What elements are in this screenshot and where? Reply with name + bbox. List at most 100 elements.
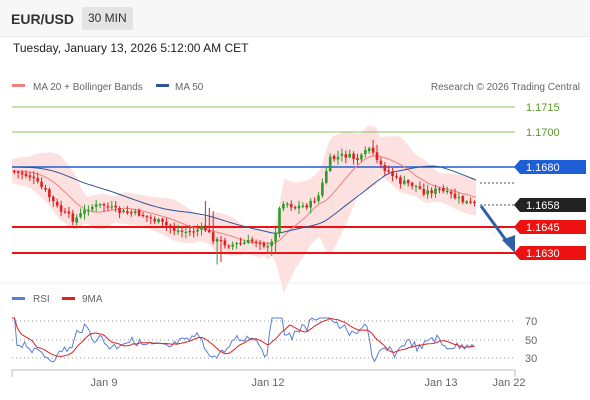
candle-body [317,195,320,201]
level-label-1700: 1.1700 [526,127,560,139]
candle-body [360,154,363,160]
rsi-legend-swatch [12,297,25,300]
candle-body [301,205,305,207]
candle-body [289,204,293,208]
candle-body [282,203,285,209]
candle-body [71,213,75,222]
candle-body [239,243,242,245]
candle-body [36,178,39,182]
candle-body [219,239,223,242]
candle-body [83,209,86,214]
candle-body [98,204,102,206]
candle-body [414,185,418,187]
candle-body [457,197,461,199]
candle-body [149,217,153,219]
candle-body [243,242,246,244]
candle-body [321,182,324,196]
ma50-legend-swatch [156,84,169,87]
candle-body [40,181,43,187]
candle-body [126,211,129,213]
rsi-tick-30: 30 [525,353,537,365]
candle-body [442,188,445,192]
candle-body [106,206,110,208]
candle-body [313,201,316,203]
candle-body [67,211,71,214]
timeframe-selector[interactable]: 30 MIN [82,7,133,30]
candle-body [352,153,355,159]
ma20-legend-swatch [12,84,25,87]
candle-body [157,219,160,223]
candle-body [379,160,383,165]
candle-body [309,200,312,208]
last-price-tag [514,198,586,212]
candle-body [274,232,277,242]
candle-body [438,188,441,190]
candle-body [247,240,250,243]
candle-body [87,210,90,212]
candle-body [426,190,429,195]
candle-body [364,150,367,154]
candle-body [418,186,422,189]
candle-body [28,175,32,178]
rsi-line [12,317,475,363]
candle-body [130,212,133,214]
candle-body [328,156,332,171]
candle-body [63,211,67,213]
candle-body [336,156,340,160]
candle-body [59,205,63,212]
candle-body [48,189,51,198]
candle-body [445,190,449,193]
candle-body [235,243,238,245]
candle-body [110,206,114,208]
candle-body [176,230,180,232]
last-price-text: 1.1658 [526,200,560,212]
candle-body [227,245,231,248]
candle-body [391,171,394,176]
candle-body [266,246,270,248]
rsi-tick-50: 50 [525,335,537,347]
candle-body [200,226,203,230]
candle-body [325,171,328,183]
candle-body [184,231,188,233]
bollinger-band [12,125,476,293]
x-label-jan9: Jan 9 [91,377,118,389]
candle-body [192,231,195,233]
candle-body [395,176,398,178]
candle-body [356,158,359,160]
x-label-jan22: Jan 22 [492,377,525,389]
candle-body [215,239,219,242]
candlesticks [13,139,476,265]
candle-body [469,201,472,203]
rsi-tick-70: 70 [525,316,537,328]
candle-body [434,188,437,194]
candle-body [344,154,348,158]
chart-header: EUR/USD 30 MIN [0,0,590,37]
candle-body [137,210,141,216]
x-label-jan13: Jan 13 [424,377,457,389]
candle-body [332,155,336,160]
candle-body [94,204,98,207]
candle-body [32,176,36,179]
candle-body [75,217,78,223]
candle-body [24,173,28,176]
candle-body [473,201,476,203]
rsi-ma9-line [12,317,475,357]
candle-body [114,205,117,208]
candle-body [286,203,289,205]
candle-body [406,180,410,184]
candle-body [79,213,82,217]
candle-body [145,216,149,218]
candle-body [375,152,379,161]
candle-body [55,201,59,206]
candle-body [204,225,207,231]
candle-body [453,193,457,199]
candle-body [410,182,414,186]
candle-body [13,171,16,173]
candle-body [305,205,309,208]
candle-body [399,177,402,184]
level-tag-text-1645: 1.1645 [526,222,560,234]
level-tag-text-1680: 1.1680 [526,162,560,174]
candle-body [297,205,301,209]
level-tag-1630 [514,246,586,260]
